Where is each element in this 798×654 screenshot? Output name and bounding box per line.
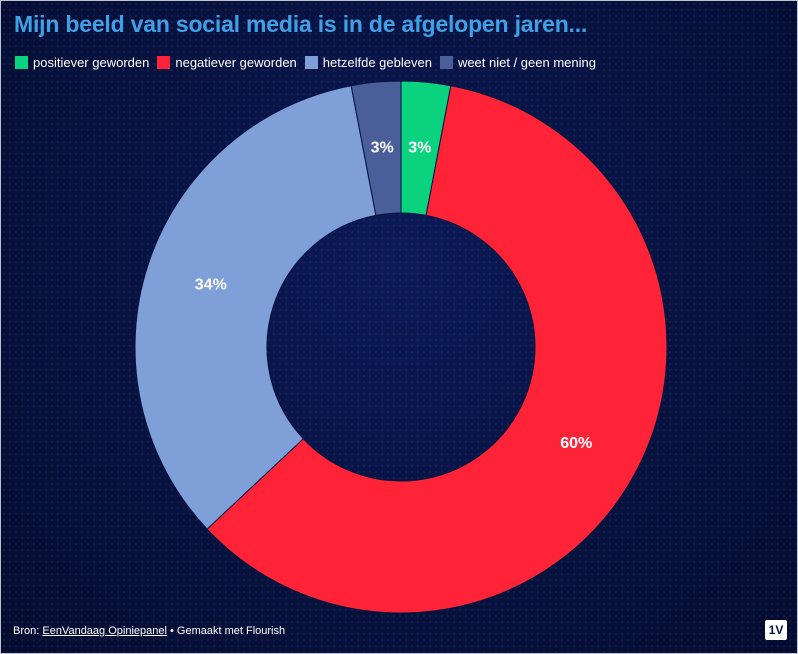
data-label-weet-niet: 3% xyxy=(371,139,394,156)
donut-slice-negatiever[interactable] xyxy=(206,85,668,614)
legend-item-negatiever[interactable]: negatiever geworden xyxy=(157,55,297,70)
legend-item-hetzelfde[interactable]: hetzelfde gebleven xyxy=(304,55,432,70)
chart-title: Mijn beeld van social media is in de afg… xyxy=(14,11,588,37)
legend-swatch-weet-niet xyxy=(439,56,453,69)
legend-swatch-positiever xyxy=(15,56,28,69)
legend-label-weet-niet: weet niet / geen mening xyxy=(457,55,596,70)
donut-slice-hetzelfde[interactable] xyxy=(134,85,377,530)
eenvandaag-logo: 1V xyxy=(765,620,787,640)
legend-item-positiever[interactable]: positiever geworden xyxy=(15,55,149,70)
legend-label-negatiever: negatiever geworden xyxy=(175,55,297,70)
legend-item-weet-niet[interactable]: weet niet / geen mening xyxy=(439,55,596,70)
chart-legend: positiever geworden negatiever geworden … xyxy=(15,55,604,70)
data-label-hetzelfde: 34% xyxy=(195,277,227,294)
data-label-positiever: 3% xyxy=(408,139,431,156)
chart-footer: Bron: EenVandaag Opiniepanel • Gemaakt m… xyxy=(13,625,285,637)
legend-swatch-negatiever xyxy=(157,56,171,69)
donut-slice-weet-niet[interactable] xyxy=(350,80,402,216)
data-label-negatiever: 60% xyxy=(560,435,592,452)
source-link[interactable]: EenVandaag Opiniepanel xyxy=(42,625,167,637)
footer-prefix: Bron: xyxy=(13,625,43,637)
legend-label-hetzelfde: hetzelfde gebleven xyxy=(322,55,432,70)
legend-swatch-hetzelfde xyxy=(304,56,318,69)
legend-label-positiever: positiever geworden xyxy=(33,55,150,70)
footer-suffix: • Gemaakt met Flourish xyxy=(166,625,286,637)
